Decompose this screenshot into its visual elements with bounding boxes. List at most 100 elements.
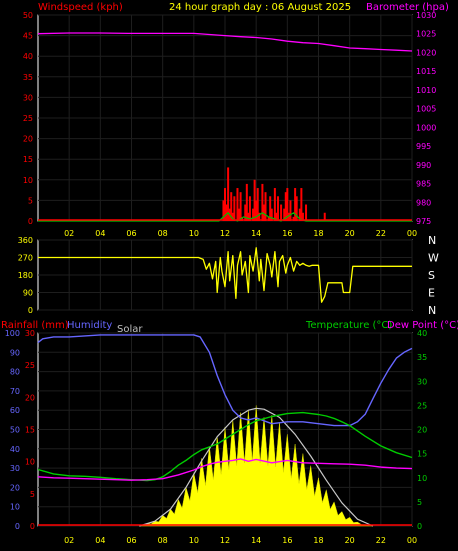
solar-label: Solar bbox=[117, 324, 143, 335]
humidity-tick-label: 80 bbox=[10, 368, 20, 377]
windspeed-bar bbox=[238, 208, 241, 221]
humidity-axis-label: Humidity bbox=[67, 320, 112, 331]
rainfall-tick-label: 25 bbox=[25, 361, 35, 370]
wind-x-tick-label: 12 bbox=[220, 229, 230, 238]
temp-x-tick-label: 04 bbox=[95, 536, 105, 545]
humidity-tick-label: 60 bbox=[10, 406, 20, 415]
windspeed-bar bbox=[262, 204, 265, 221]
rainfall-tick-label: 15 bbox=[25, 426, 35, 435]
windspeed-bar bbox=[292, 216, 295, 221]
solar-area bbox=[139, 405, 374, 527]
dewpoint-line bbox=[37, 458, 413, 481]
windspeed-tick-label: 5 bbox=[28, 196, 33, 205]
temperature-tick-label: 0 bbox=[417, 522, 422, 531]
wind-x-tick-label: 02 bbox=[64, 229, 74, 238]
wind-gust-line bbox=[38, 212, 412, 222]
barometer-tick-label: 1010 bbox=[416, 86, 436, 95]
humidity-tick-label: 70 bbox=[10, 387, 20, 396]
windspeed-bar bbox=[267, 216, 270, 221]
direction-tick-label: 180 bbox=[18, 271, 33, 280]
windspeed-bar bbox=[253, 179, 256, 221]
temp-x-tick-label: 14 bbox=[251, 536, 261, 545]
compass-tick-label: W bbox=[428, 252, 439, 265]
compass-tick-label: S bbox=[428, 269, 435, 282]
barometer-tick-label: 1020 bbox=[416, 48, 436, 57]
compass-tick-label: N bbox=[428, 304, 436, 317]
wind-x-tick-label: 22 bbox=[376, 229, 386, 238]
direction-tick-label: 270 bbox=[18, 254, 33, 263]
temp-x-tick-label: 02 bbox=[64, 536, 74, 545]
rainfall-tick-label: 10 bbox=[25, 458, 35, 467]
chart-title: 24 hour graph day : 06 August 2025 bbox=[169, 2, 351, 13]
temp-x-tick-label: 22 bbox=[376, 536, 386, 545]
wind-x-tick-label: 08 bbox=[158, 229, 168, 238]
windspeed-bar bbox=[273, 188, 276, 221]
windspeed-bar bbox=[247, 212, 250, 221]
windspeed-bar bbox=[289, 200, 292, 221]
humidity-tick-label: 20 bbox=[10, 483, 20, 492]
windspeed-bar bbox=[283, 208, 286, 221]
barometer-tick-label: 1005 bbox=[416, 105, 436, 114]
windspeed-bar bbox=[269, 196, 272, 221]
windspeed-bar bbox=[294, 188, 297, 221]
windspeed-tick-label: 10 bbox=[23, 176, 33, 185]
windspeed-bar bbox=[300, 188, 303, 221]
windspeed-bar bbox=[305, 204, 308, 221]
direction-tick-label: 0 bbox=[28, 306, 33, 315]
temp-x-tick-label: 10 bbox=[189, 536, 199, 545]
temperature-tick-label: 20 bbox=[417, 426, 427, 435]
dewpoint-axis-label: Dew Point (°C) bbox=[387, 320, 458, 331]
temp-x-tick-label: 16 bbox=[282, 536, 292, 545]
windspeed-bar bbox=[284, 192, 287, 221]
solar-max-curve bbox=[139, 407, 374, 527]
wind-x-tick-label: 10 bbox=[189, 229, 199, 238]
temperature-tick-label: 15 bbox=[417, 450, 427, 459]
windspeed-bar bbox=[252, 208, 255, 221]
temperature-tick-label: 35 bbox=[417, 353, 427, 362]
windspeed-tick-label: 50 bbox=[23, 11, 33, 20]
barometer-tick-label: 1015 bbox=[416, 67, 436, 76]
windspeed-bar bbox=[224, 188, 226, 221]
windspeed-tick-label: 40 bbox=[23, 52, 33, 61]
rainfall-axis-label: Rainfall (mm) bbox=[1, 320, 69, 331]
windspeed-tick-label: 30 bbox=[23, 93, 33, 102]
windspeed-bar bbox=[258, 212, 261, 221]
windspeed-tick-label: 20 bbox=[23, 135, 33, 144]
rainfall-tick-label: 20 bbox=[25, 393, 35, 402]
windspeed-bar bbox=[256, 188, 259, 221]
temperature-tick-label: 40 bbox=[417, 329, 427, 338]
windspeed-axis-label: Windspeed (kph) bbox=[38, 2, 123, 13]
windspeed-tick-label: 45 bbox=[23, 32, 33, 41]
wind-direction-line bbox=[38, 247, 412, 303]
windspeed-tick-label: 35 bbox=[23, 73, 33, 82]
temperature-tick-label: 30 bbox=[417, 377, 427, 386]
temperature-tick-label: 25 bbox=[417, 401, 427, 410]
windspeed-bar bbox=[276, 196, 279, 221]
humidity-tick-label: 40 bbox=[10, 445, 20, 454]
windspeed-bar bbox=[275, 212, 278, 221]
windspeed-bar bbox=[301, 212, 304, 221]
windspeed-bar bbox=[241, 216, 244, 221]
temperature-tick-label: 5 bbox=[417, 498, 422, 507]
windspeed-bar bbox=[255, 200, 258, 221]
humidity-tick-label: 100 bbox=[5, 329, 20, 338]
windspeed-bar bbox=[245, 183, 248, 221]
windspeed-bar bbox=[264, 192, 267, 221]
direction-tick-label: 90 bbox=[23, 289, 33, 298]
temp-x-tick-label: 18 bbox=[313, 536, 323, 545]
windspeed-bar bbox=[225, 204, 228, 221]
wind-x-tick-label: 04 bbox=[95, 229, 105, 238]
windspeed-bar bbox=[295, 196, 298, 221]
temp-x-tick-label: 12 bbox=[220, 536, 230, 545]
barometer-tick-label: 980 bbox=[416, 198, 431, 207]
humidity-tick-label: 10 bbox=[10, 503, 20, 512]
humidity-tick-label: 30 bbox=[10, 464, 20, 473]
humidity-tick-label: 90 bbox=[10, 348, 20, 357]
compass-tick-label: N bbox=[428, 234, 436, 247]
compass-tick-label: E bbox=[428, 287, 435, 300]
windspeed-bar bbox=[222, 200, 225, 221]
temperature-tick-label: 10 bbox=[417, 474, 427, 483]
barometer-tick-label: 990 bbox=[416, 161, 431, 170]
barometer-tick-label: 985 bbox=[416, 180, 431, 189]
